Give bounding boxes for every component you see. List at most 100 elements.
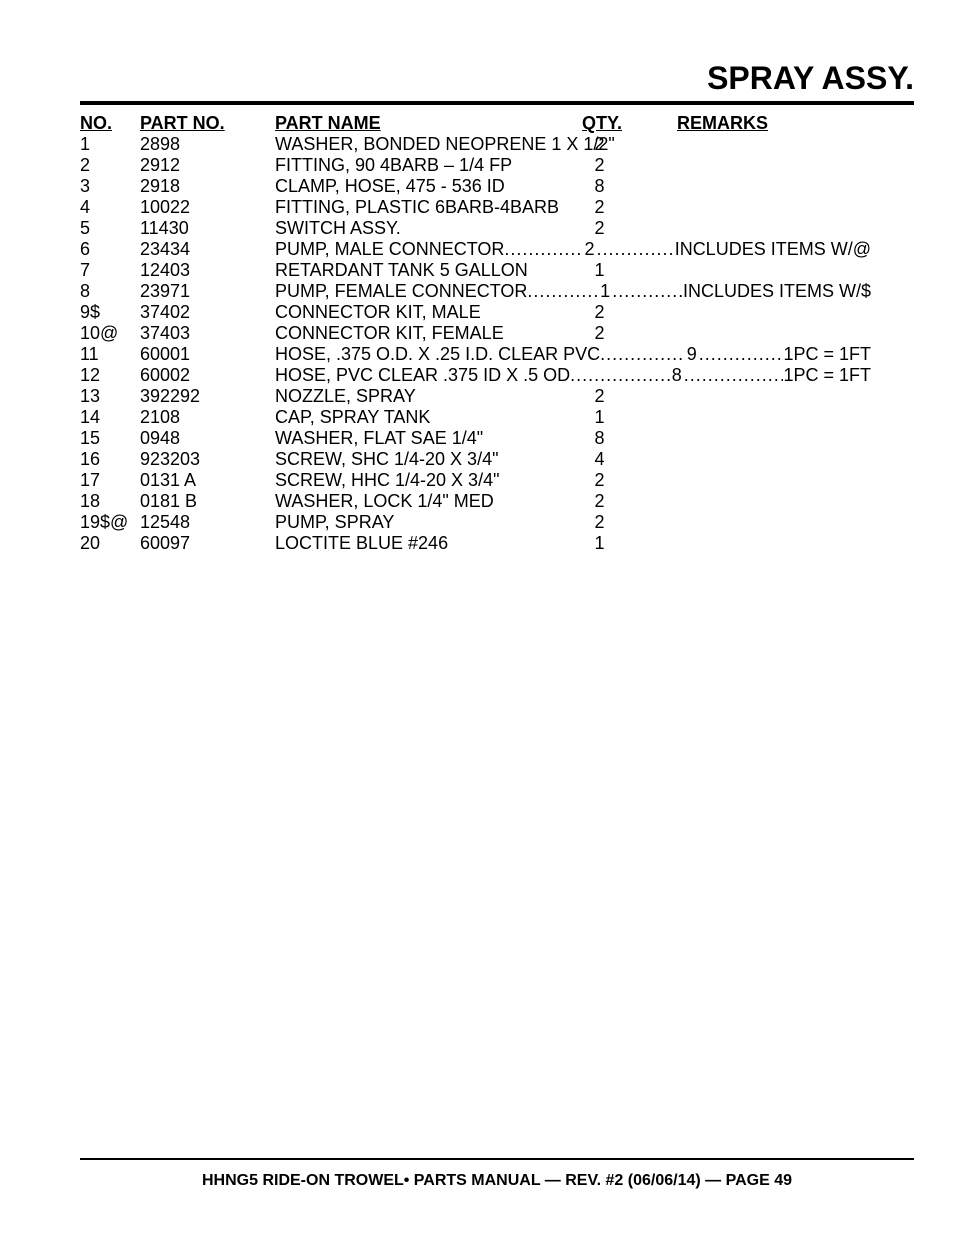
cell-dotted-line: PUMP, FEMALE CONNECTOR .................… <box>275 281 871 302</box>
cell-qty: 8 <box>582 176 617 197</box>
cell-remarks: INCLUDES ITEMS W/@ <box>675 239 871 260</box>
cell-no: 17 <box>80 470 140 491</box>
cell-partno: 37403 <box>140 323 275 344</box>
table-header-row: NO. PART NO. PART NAME QTY. REMARKS <box>80 113 914 134</box>
table-row: 823971PUMP, FEMALE CONNECTOR ...........… <box>80 281 914 302</box>
table-row: 511430SWITCH ASSY.2 <box>80 218 914 239</box>
cell-qty: 1 <box>582 260 617 281</box>
cell-partno: 2108 <box>140 407 275 428</box>
leader-dots: ........................................… <box>527 281 598 302</box>
cell-name: CLAMP, HOSE, 475 - 536 ID <box>275 176 582 197</box>
leader-dots: ........................................… <box>504 239 582 260</box>
cell-name: WASHER, BONDED NEOPRENE 1 X 1/2" <box>275 134 582 155</box>
cell-name: SWITCH ASSY. <box>275 218 582 239</box>
cell-partno: 37402 <box>140 302 275 323</box>
cell-name: LOCTITE BLUE #246 <box>275 533 582 554</box>
cell-partno: 2918 <box>140 176 275 197</box>
cell-no: 18 <box>80 491 140 512</box>
cell-qty: 4 <box>582 449 617 470</box>
cell-partno: 10022 <box>140 197 275 218</box>
header-qty: QTY. <box>582 113 617 134</box>
cell-no: 15 <box>80 428 140 449</box>
bottom-rule <box>80 1158 914 1160</box>
cell-qty: 2 <box>582 470 617 491</box>
table-row: 410022FITTING, PLASTIC 6BARB-4BARB2 <box>80 197 914 218</box>
cell-name: FITTING, 90 4BARB – 1/4 FP <box>275 155 582 176</box>
cell-name: CAP, SPRAY TANK <box>275 407 582 428</box>
cell-remarks: 1PC = 1FT <box>783 365 871 386</box>
cell-remarks <box>617 134 914 155</box>
table-row: 9$37402CONNECTOR KIT, MALE2 <box>80 302 914 323</box>
table-row: 1160001HOSE, .375 O.D. X .25 I.D. CLEAR … <box>80 344 914 365</box>
cell-partno: 2912 <box>140 155 275 176</box>
table-row: 13392292NOZZLE, SPRAY2 <box>80 386 914 407</box>
cell-no: 7 <box>80 260 140 281</box>
cell-partno: 23971 <box>140 281 275 302</box>
cell-qty: 2 <box>582 155 617 176</box>
cell-remarks <box>617 533 914 554</box>
cell-no: 20 <box>80 533 140 554</box>
cell-remarks <box>617 512 914 533</box>
cell-no: 9$ <box>80 302 140 323</box>
cell-remarks <box>617 155 914 176</box>
cell-partno: 12403 <box>140 260 275 281</box>
cell-no: 6 <box>80 239 140 260</box>
cell-qty: 9 <box>685 344 699 365</box>
leader-dots: ........................................… <box>699 344 784 365</box>
table-row: 142108CAP, SPRAY TANK1 <box>80 407 914 428</box>
cell-no: 14 <box>80 407 140 428</box>
cell-qty: 2 <box>582 197 617 218</box>
leader-dots: ........................................… <box>570 365 670 386</box>
cell-name: HOSE, PVC CLEAR .375 ID X .5 OD <box>275 365 570 386</box>
cell-partno: 0181 B <box>140 491 275 512</box>
header-no: NO. <box>80 113 140 134</box>
cell-qty: 2 <box>582 386 617 407</box>
cell-dotted-line: HOSE, .375 O.D. X .25 I.D. CLEAR PVC ...… <box>275 344 871 365</box>
cell-name: PUMP, SPRAY <box>275 512 582 533</box>
cell-remarks <box>617 428 914 449</box>
cell-remarks: INCLUDES ITEMS W/$ <box>683 281 871 302</box>
cell-remarks <box>617 302 914 323</box>
cell-name: NOZZLE, SPRAY <box>275 386 582 407</box>
cell-partno: 11430 <box>140 218 275 239</box>
cell-qty: 2 <box>582 491 617 512</box>
table-row: 22912FITTING, 90 4BARB – 1/4 FP2 <box>80 155 914 176</box>
leader-dots: ........................................… <box>684 365 784 386</box>
cell-remarks <box>617 260 914 281</box>
cell-no: 13 <box>80 386 140 407</box>
cell-remarks <box>617 176 914 197</box>
cell-dotted-line: HOSE, PVC CLEAR .375 ID X .5 OD ........… <box>275 365 871 386</box>
table-row: 19$@12548PUMP, SPRAY2 <box>80 512 914 533</box>
cell-remarks <box>617 449 914 470</box>
cell-dotted-line: PUMP, MALE CONNECTOR ...................… <box>275 239 871 260</box>
cell-remarks <box>617 197 914 218</box>
cell-qty: 1 <box>582 407 617 428</box>
cell-no: 12 <box>80 365 140 386</box>
cell-remarks <box>617 218 914 239</box>
cell-partno: 2898 <box>140 134 275 155</box>
cell-qty: 2 <box>582 512 617 533</box>
cell-name: SCREW, HHC 1/4-20 X 3/4" <box>275 470 582 491</box>
page-footer: HHNG5 RIDE-ON TROWEL• PARTS MANUAL — REV… <box>80 1172 914 1190</box>
leader-dots: ........................................… <box>612 281 683 302</box>
table-body: 12898WASHER, BONDED NEOPRENE 1 X 1/2"222… <box>80 134 914 554</box>
cell-no: 2 <box>80 155 140 176</box>
cell-no: 3 <box>80 176 140 197</box>
cell-qty: 2 <box>583 239 597 260</box>
table-row: 10@37403CONNECTOR KIT, FEMALE2 <box>80 323 914 344</box>
cell-name: PUMP, FEMALE CONNECTOR <box>275 281 527 302</box>
table-row: 2060097LOCTITE BLUE #2461 <box>80 533 914 554</box>
cell-partno: 60097 <box>140 533 275 554</box>
cell-no: 16 <box>80 449 140 470</box>
cell-partno: 23434 <box>140 239 275 260</box>
cell-partno: 60002 <box>140 365 275 386</box>
cell-remarks <box>617 407 914 428</box>
cell-qty: 2 <box>582 134 617 155</box>
cell-remarks <box>617 323 914 344</box>
cell-no: 1 <box>80 134 140 155</box>
cell-partno: 923203 <box>140 449 275 470</box>
header-remarks: REMARKS <box>617 113 914 134</box>
cell-no: 5 <box>80 218 140 239</box>
table-row: 180181 BWASHER, LOCK 1/4" MED2 <box>80 491 914 512</box>
cell-remarks: 1PC = 1FT <box>783 344 871 365</box>
